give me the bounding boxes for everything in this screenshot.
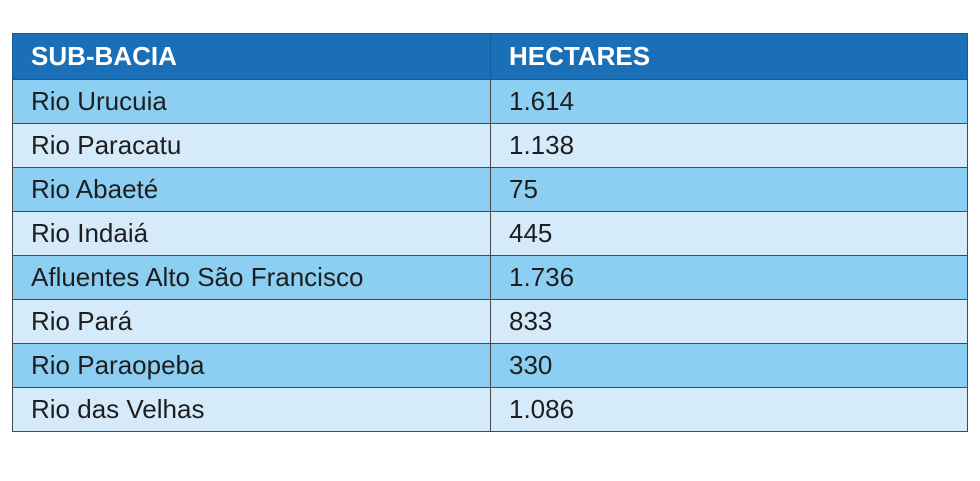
hectares-cell: 833 bbox=[490, 299, 968, 344]
hectares-cell: 330 bbox=[490, 343, 968, 388]
table-row: Rio das Velhas 1.086 bbox=[12, 387, 968, 432]
hectares-cell: 1.086 bbox=[490, 387, 968, 432]
sub-basin-cell: Rio Urucuia bbox=[12, 79, 491, 124]
sub-basin-cell: Rio Abaeté bbox=[12, 167, 491, 212]
hectares-cell: 1.138 bbox=[490, 123, 968, 168]
data-table: SUB-BACIA HECTARES Rio Urucuia 1.614 Rio P… bbox=[12, 33, 968, 432]
table-row: Rio Urucuia 1.614 bbox=[12, 79, 968, 124]
table-head: SUB-BACIA HECTARES bbox=[12, 33, 968, 80]
sub-basin-cell: Rio Indaiá bbox=[12, 211, 491, 256]
sub-basin-cell: Rio Paracatu bbox=[12, 123, 491, 168]
sub-basin-cell: Rio Pará bbox=[12, 299, 491, 344]
hectares-cell: 75 bbox=[490, 167, 968, 212]
sub-basin-cell: Rio Paraopeba bbox=[12, 343, 491, 388]
table-body: Rio Urucuia 1.614 Rio Paracatu 1.138 Rio Aba… bbox=[12, 79, 968, 432]
sub-basin-cell: Afluentes Alto São Francisco bbox=[12, 255, 491, 300]
table-row: Afluentes Alto São Francisco 1.736 bbox=[12, 255, 968, 300]
table-row: Rio Pará 833 bbox=[12, 299, 968, 344]
header-cell: SUB-BACIA bbox=[12, 33, 491, 80]
header-cell: HECTARES bbox=[490, 33, 968, 80]
header-row: SUB-BACIA HECTARES bbox=[12, 33, 968, 80]
table-row: Rio Indaiá 445 bbox=[12, 211, 968, 256]
table-row: Rio Abaeté 75 bbox=[12, 167, 968, 212]
hectares-cell: 445 bbox=[490, 211, 968, 256]
table-row: Rio Paracatu 1.138 bbox=[12, 123, 968, 168]
hectares-cell: 1.614 bbox=[490, 79, 968, 124]
hectares-cell: 1.736 bbox=[490, 255, 968, 300]
table-row: Rio Paraopeba 330 bbox=[12, 343, 968, 388]
sub-basin-cell: Rio das Velhas bbox=[12, 387, 491, 432]
